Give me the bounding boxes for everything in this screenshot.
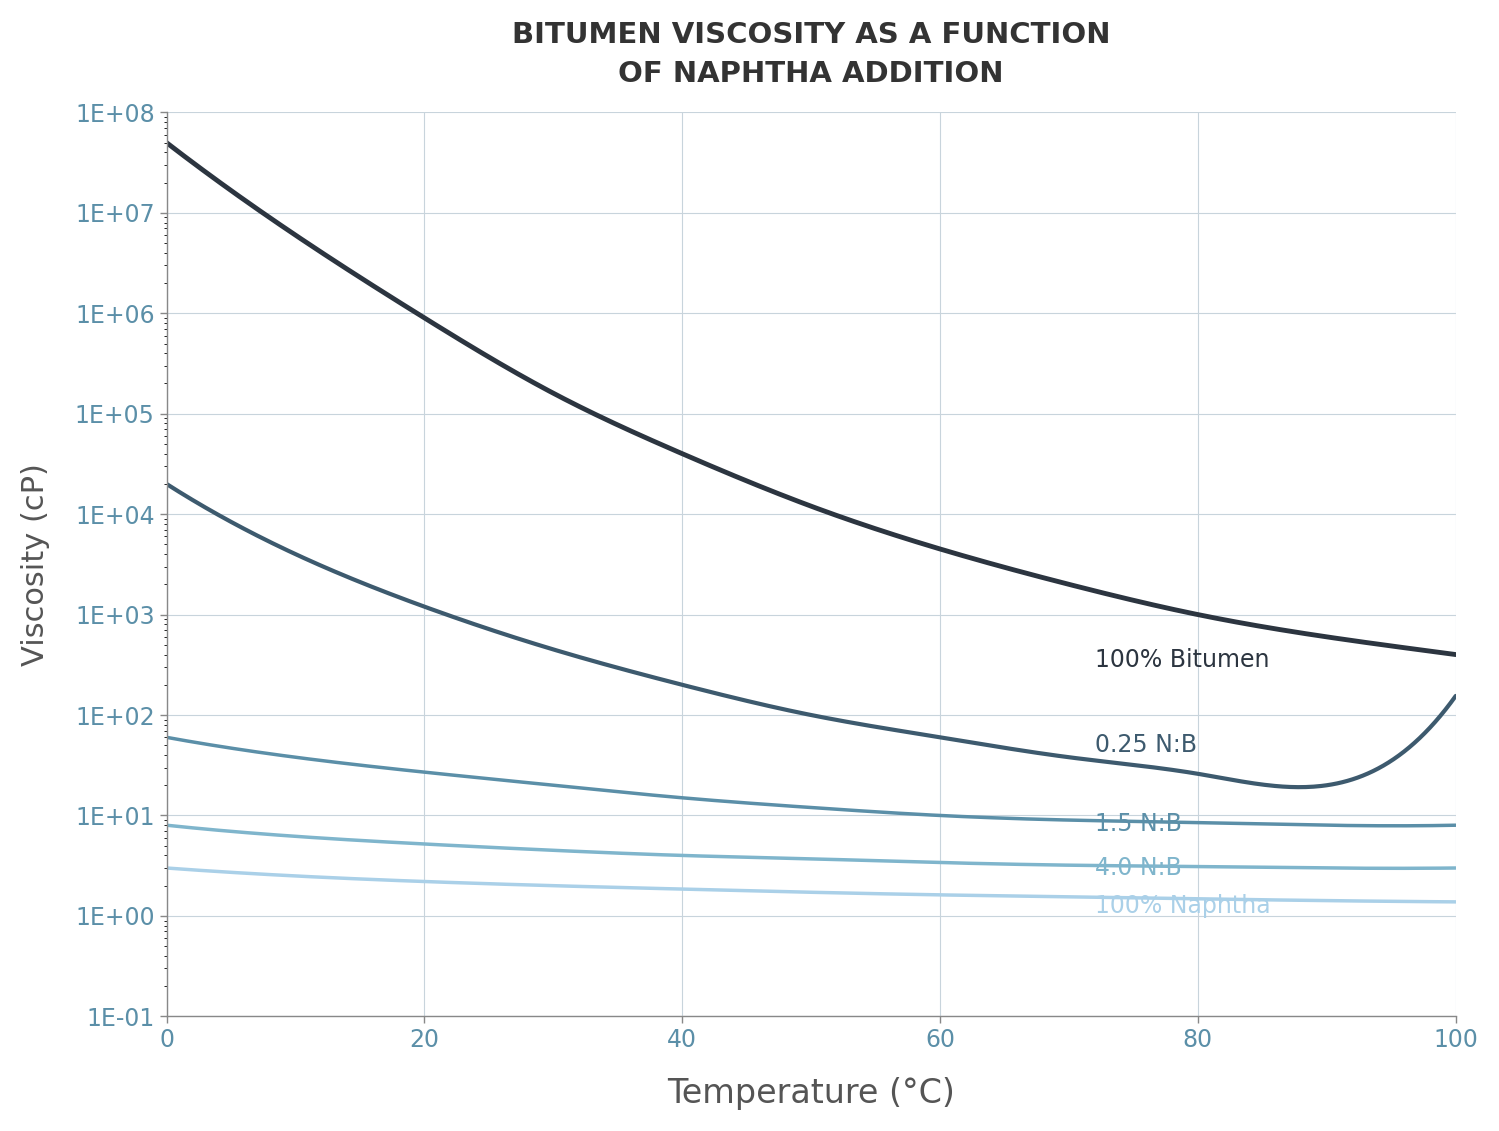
Text: 100% Bitumen: 100% Bitumen (1094, 648, 1270, 672)
X-axis label: Temperature (°C): Temperature (°C) (667, 1077, 955, 1111)
Text: 1.5 N:B: 1.5 N:B (1094, 812, 1181, 836)
Text: 0.25 N:B: 0.25 N:B (1094, 733, 1196, 757)
Text: 4.0 N:B: 4.0 N:B (1094, 856, 1181, 880)
Y-axis label: Viscosity (cP): Viscosity (cP) (21, 463, 49, 666)
Title: BITUMEN VISCOSITY AS A FUNCTION
OF NAPHTHA ADDITION: BITUMEN VISCOSITY AS A FUNCTION OF NAPHT… (511, 20, 1111, 88)
Text: 100% Naphtha: 100% Naphtha (1094, 893, 1270, 918)
